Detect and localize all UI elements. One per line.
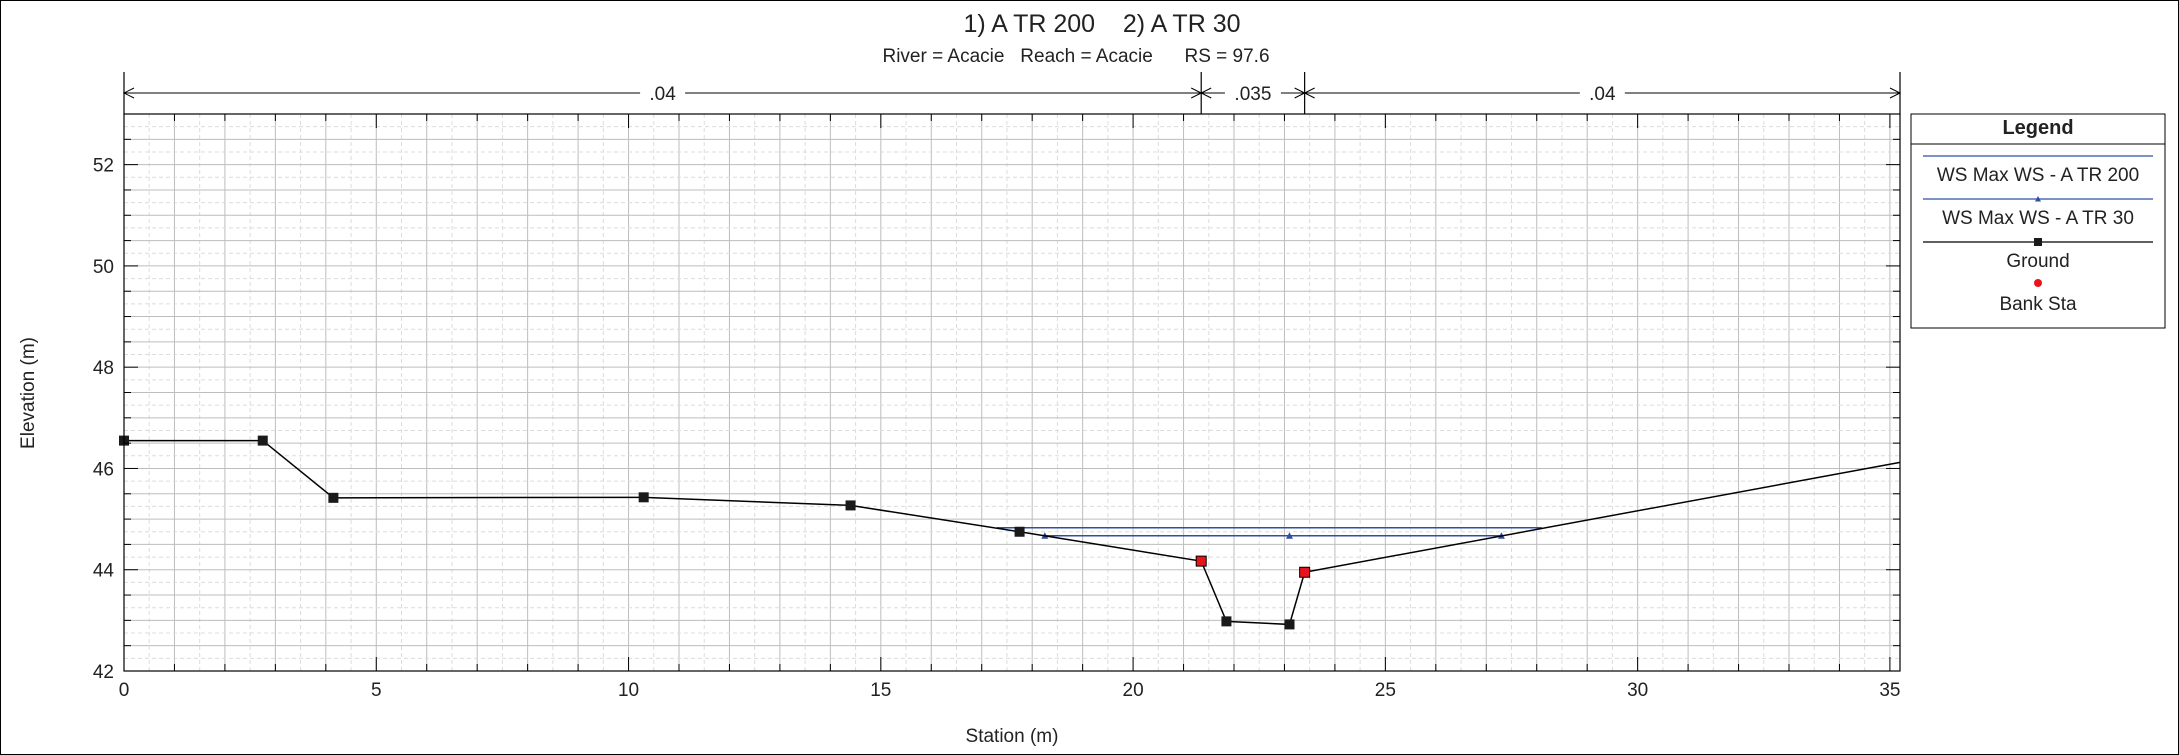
- y-tick-label: 50: [93, 257, 114, 278]
- chart-subtitle: River = Acacie Reach = Acacie RS = 97.6: [882, 46, 1269, 67]
- legend-swatch-marker: [2034, 279, 2042, 287]
- legend-entry-label: Ground: [2006, 251, 2069, 272]
- x-tick-label: 5: [371, 680, 382, 701]
- ground-marker: [845, 500, 856, 511]
- data-series: [119, 435, 1901, 630]
- legend-entry-label: Bank Sta: [1999, 294, 2077, 315]
- y-tick-label: 46: [93, 459, 114, 480]
- legend: Legend WS Max WS - A TR 200 WS Max WS - A …: [1910, 113, 2166, 329]
- y-tick-label: 52: [93, 156, 114, 177]
- ground-marker: [257, 435, 268, 446]
- x-tick-label: 35: [1879, 680, 1900, 701]
- axes: 0 5 10 15 20 25 30 35 42 44 46 48 50 52: [93, 113, 1901, 701]
- legend-box: [1910, 113, 2166, 329]
- chart-title: 1) A TR 200 2) A TR 30: [963, 10, 1240, 38]
- mannings-n-annotations: .04 .035 .04: [122, 72, 1902, 114]
- y-tick-label: 48: [93, 358, 114, 379]
- mannings-arrow-left: [122, 87, 135, 99]
- mannings-n-label: .035: [1234, 84, 1271, 105]
- x-tick-label: 15: [870, 680, 891, 701]
- mannings-n-label: .04: [649, 84, 676, 105]
- x-tick-label: 30: [1627, 680, 1648, 701]
- mannings-label-bg: [1579, 81, 1625, 105]
- grid-lines: [123, 113, 1900, 672]
- mannings-arrow-left: [1200, 87, 1212, 99]
- legend-title: Legend: [2002, 117, 2073, 139]
- x-axis-label: Station (m): [966, 726, 1059, 747]
- legend-swatch-marker: [2034, 238, 2042, 246]
- legend-swatch-marker: [2035, 196, 2041, 202]
- mannings-label-bg: [640, 81, 686, 105]
- ws-tr30-marker: [1286, 532, 1293, 539]
- mannings-label-bg: [1224, 81, 1281, 105]
- x-tick-label: 0: [119, 680, 130, 701]
- ground-marker: [1014, 526, 1025, 537]
- y-axis-label: Elevation (m): [18, 337, 39, 449]
- x-tick-label: 10: [618, 680, 639, 701]
- bank-sta-marker: [1299, 566, 1311, 578]
- mannings-arrow-left: [1303, 87, 1315, 99]
- ground-marker: [638, 492, 649, 503]
- y-tick-label: 42: [93, 662, 114, 683]
- legend-entry-label: WS Max WS - A TR 30: [1942, 208, 2134, 229]
- x-tick-label: 25: [1375, 680, 1396, 701]
- ground-marker: [1221, 616, 1232, 627]
- x-tick-label: 20: [1123, 680, 1144, 701]
- mannings-n-label: .04: [1589, 84, 1616, 105]
- y-tick-label: 44: [93, 561, 115, 582]
- ground-marker: [1284, 619, 1295, 630]
- ground-marker: [328, 492, 339, 503]
- legend-entry-label: WS Max WS - A TR 200: [1937, 165, 2139, 186]
- mannings-arrow-right: [1889, 87, 1902, 99]
- bank-sta-marker: [1195, 555, 1207, 567]
